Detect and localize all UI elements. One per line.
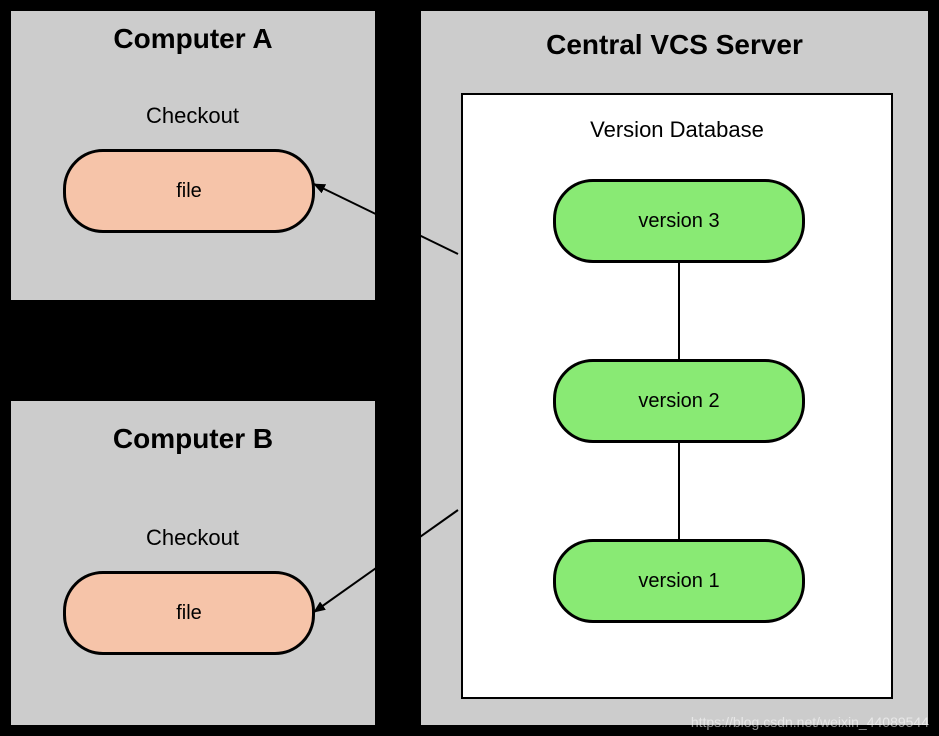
- version-1-label: version 1: [638, 570, 719, 593]
- version-2-label: version 2: [638, 390, 719, 413]
- connector-line: [678, 263, 680, 359]
- version-2-node: version 2: [553, 359, 805, 443]
- server-title: Central VCS Server: [421, 29, 928, 61]
- version-database-title: Version Database: [463, 117, 891, 143]
- computer-b-title: Computer B: [11, 423, 375, 455]
- computer-a-checkout-label: Checkout: [146, 103, 239, 129]
- connector-line: [678, 443, 680, 539]
- computer-b-panel: Computer B Checkout file: [8, 398, 378, 728]
- version-1-node: version 1: [553, 539, 805, 623]
- computer-b-file-label: file: [176, 602, 202, 625]
- version-3-label: version 3: [638, 210, 719, 233]
- watermark-text: https://blog.csdn.net/weixin_44089544: [691, 714, 929, 730]
- computer-a-file-node: file: [63, 149, 315, 233]
- server-panel: Central VCS Server Version Database vers…: [418, 8, 931, 728]
- computer-b-checkout-label: Checkout: [146, 525, 239, 551]
- computer-a-panel: Computer A Checkout file: [8, 8, 378, 303]
- computer-a-file-label: file: [176, 180, 202, 203]
- computer-b-file-node: file: [63, 571, 315, 655]
- version-3-node: version 3: [553, 179, 805, 263]
- computer-a-title: Computer A: [11, 23, 375, 55]
- version-database-box: Version Database version 3 version 2 ver…: [461, 93, 893, 699]
